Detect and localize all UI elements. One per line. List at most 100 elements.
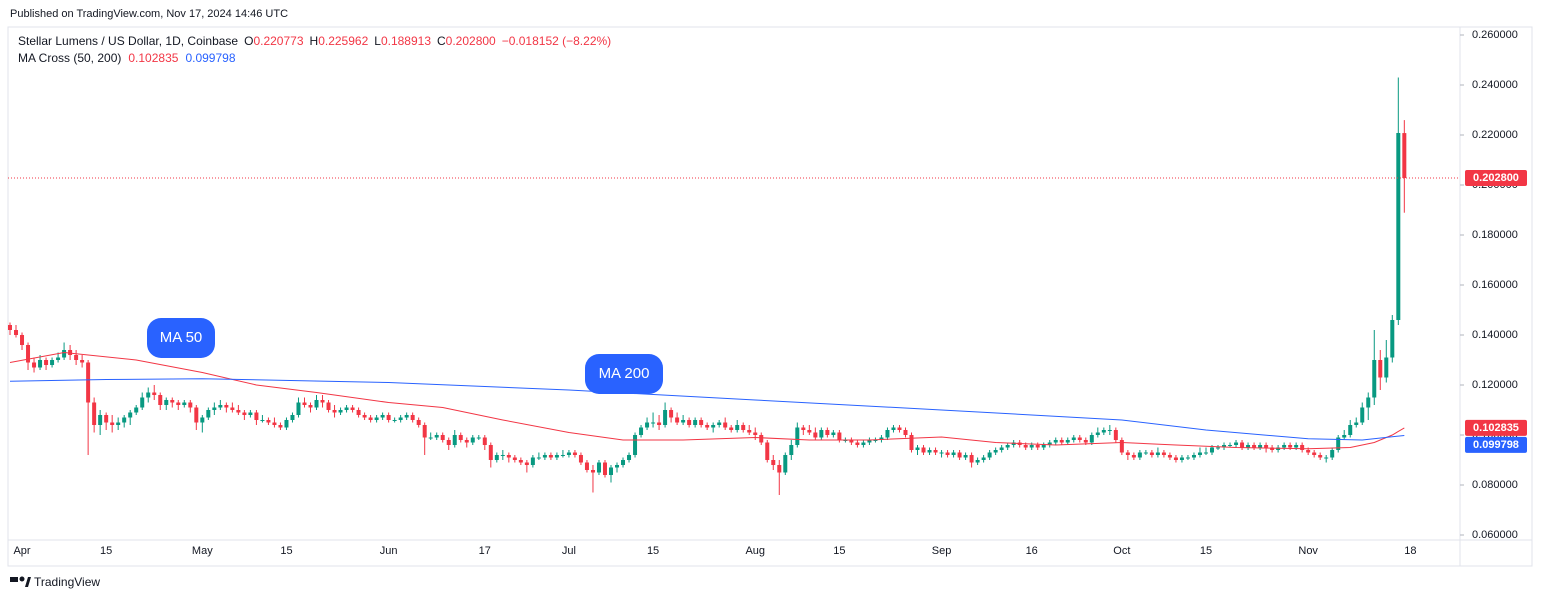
candle-body	[188, 402, 193, 408]
candle-body	[398, 417, 403, 420]
candle-body	[20, 335, 25, 345]
candle-body	[969, 455, 974, 463]
x-tick-label: Jul	[562, 545, 576, 557]
ma-annotation	[147, 318, 215, 358]
candle-body	[837, 432, 842, 440]
candle-body	[392, 420, 397, 421]
candle-body	[927, 450, 932, 453]
candle-body	[386, 415, 391, 420]
x-tick-label: 15	[1200, 545, 1212, 557]
candle-body	[939, 452, 944, 454]
x-tick-label: 17	[479, 545, 491, 557]
y-tick-label: 0.160000	[1472, 279, 1518, 291]
candle-body	[753, 432, 758, 435]
candle-body	[362, 415, 367, 418]
price-badge-label: 0.099798	[1473, 439, 1519, 451]
candle-body	[981, 457, 986, 460]
candle-body	[482, 437, 487, 445]
candle-body	[879, 437, 884, 440]
candle-body	[80, 360, 85, 363]
candle-body	[1228, 445, 1233, 446]
candle-body	[1354, 422, 1359, 425]
y-tick-label: 0.220000	[1472, 129, 1518, 141]
candle-body	[741, 425, 746, 430]
logo-mark	[10, 577, 18, 582]
candle-body	[404, 415, 409, 418]
candle-body	[789, 445, 794, 455]
candle-body	[1119, 440, 1124, 453]
candle-body	[1167, 455, 1172, 458]
ma-annotation-label: MA 50	[160, 329, 203, 346]
legend-title: Stellar Lumens / US Dollar, 1D, Coinbase	[18, 34, 238, 48]
x-tick-label: Apr	[13, 545, 30, 557]
candle-body	[615, 465, 620, 468]
candle-body	[1137, 452, 1142, 458]
candle-body	[380, 415, 385, 418]
candle-body	[560, 455, 565, 456]
ma-line	[9, 378, 1405, 441]
candle-body	[98, 415, 103, 425]
price-badge	[1465, 170, 1527, 186]
candle-body	[669, 410, 674, 418]
candle-body	[1252, 445, 1257, 448]
candle-body	[68, 350, 73, 355]
candle-body	[212, 407, 217, 410]
candle-body	[1234, 442, 1239, 445]
candle-body	[122, 417, 127, 423]
candle-body	[236, 410, 241, 413]
candle-body	[584, 462, 589, 470]
x-tick-label: 15	[100, 545, 112, 557]
candle-body	[566, 452, 571, 455]
price-badge	[1465, 419, 1527, 436]
legend: Stellar Lumens / US Dollar, 1D, Coinbase…	[18, 34, 611, 65]
candle-body	[314, 400, 319, 408]
candle-body	[224, 405, 229, 408]
candle-body	[1041, 445, 1046, 448]
candle-body	[1005, 445, 1010, 448]
candle-body	[458, 435, 463, 440]
candle-body	[1155, 452, 1160, 455]
candle-body	[897, 427, 902, 430]
candle-body	[1396, 133, 1401, 320]
candle-body	[951, 452, 956, 455]
candle-body	[705, 425, 710, 428]
candle-body	[1288, 445, 1293, 448]
candle-body	[572, 452, 577, 455]
candle-body	[110, 422, 115, 425]
candle-body	[206, 410, 211, 418]
legend-change: −0.018152 (−8.22%)	[502, 34, 611, 48]
candle-body	[272, 422, 277, 425]
legend-value: 0.202800	[446, 34, 496, 48]
candle-body	[254, 412, 259, 420]
candle-body	[152, 392, 157, 395]
candle-body	[831, 432, 836, 435]
candle-body	[32, 362, 37, 368]
candle-body	[1131, 455, 1136, 458]
candle-body	[1390, 320, 1395, 358]
candle-body	[158, 395, 163, 405]
candle-body	[759, 435, 764, 443]
candle-body	[993, 450, 998, 453]
candle-body	[368, 417, 373, 420]
candle-body	[1384, 357, 1389, 378]
candle-body	[548, 455, 553, 458]
candle-body	[1161, 452, 1166, 455]
candle-body	[494, 455, 499, 460]
candle-body	[771, 460, 776, 465]
x-tick-label: 16	[1026, 545, 1038, 557]
candle-body	[524, 462, 529, 465]
axes: 0.0600000.0800000.1000000.1200000.140000…	[13, 29, 1527, 557]
candle-body	[128, 412, 133, 418]
candle-body	[819, 430, 824, 438]
x-tick-label: 15	[647, 545, 659, 557]
indicator-name: MA Cross (50, 200)	[18, 51, 121, 65]
x-tick-label: Aug	[745, 545, 765, 557]
candle-body	[536, 457, 541, 459]
candle-body	[86, 362, 91, 403]
candle-body	[374, 417, 379, 420]
candle-body	[50, 360, 55, 365]
candle-body	[1071, 437, 1076, 440]
candle-body	[500, 455, 505, 456]
candle-body	[296, 402, 301, 415]
